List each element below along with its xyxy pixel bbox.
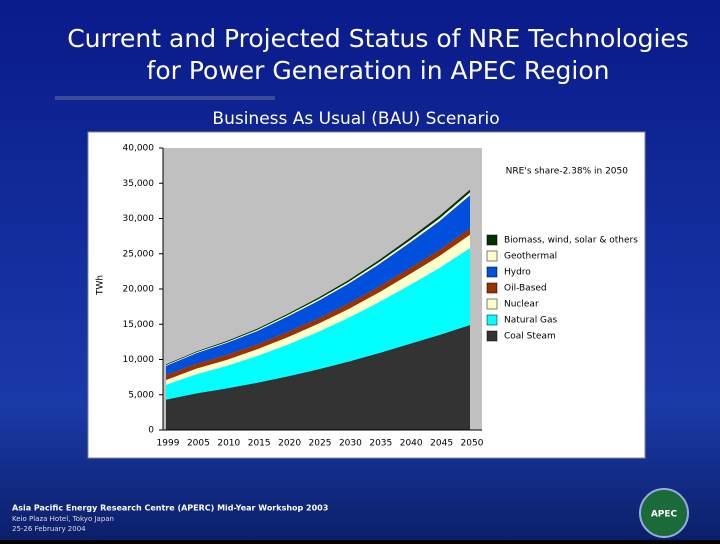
legend-swatch	[486, 266, 498, 278]
y-tick-label: 40,000	[123, 144, 155, 154]
legend-label: Geothermal	[504, 252, 557, 262]
annotation: NRE's share-2.38% in 2050	[506, 167, 629, 177]
x-tick-label: 1999	[157, 439, 180, 449]
area	[166, 248, 470, 400]
subtitle: Business As Usual (BAU) Scenario	[212, 109, 499, 129]
area	[166, 195, 470, 376]
x-tick-label: 2050	[461, 439, 484, 449]
legend-label: Coal Steam	[504, 332, 556, 342]
legend-label: Biomass, wind, solar & others	[504, 236, 638, 246]
logo	[639, 488, 689, 538]
y-tick-label: 25,000	[123, 249, 155, 259]
y-tick-label: 15,000	[123, 320, 155, 330]
legend-label: Oil-Based	[504, 284, 547, 294]
footer: 25-26 February 2004	[12, 525, 86, 533]
x-tick-label: 2030	[339, 439, 362, 449]
y-tick-label: 20,000	[123, 285, 155, 295]
title: for Power Generation in APEC Region	[147, 56, 610, 85]
legend-swatch	[486, 250, 498, 262]
legend-swatch	[486, 314, 498, 326]
footer: Asia Pacific Energy Research Centre (APE…	[12, 504, 328, 513]
area	[166, 324, 470, 430]
y-tick-label: 10,000	[123, 355, 155, 365]
x-tick-label: 2005	[187, 439, 210, 449]
legend-label: Natural Gas	[504, 316, 558, 326]
legend-swatch	[486, 234, 498, 246]
decor-bar	[55, 96, 275, 100]
y-tick-label: 35,000	[123, 179, 155, 189]
x-tick-label: 2025	[309, 439, 332, 449]
y-tick-label: 0	[148, 426, 154, 436]
y-tick-label: 30,000	[123, 214, 155, 224]
x-tick-label: 2015	[248, 439, 271, 449]
y-axis-label: TWh	[96, 275, 106, 296]
y-tick-label: 5,000	[128, 390, 154, 400]
legend-label: Hydro	[504, 268, 531, 278]
title: Current and Projected Status of NRE Tech…	[67, 24, 689, 53]
area	[166, 228, 470, 380]
x-tick-label: 2020	[278, 439, 301, 449]
legend-label: Nuclear	[504, 300, 539, 310]
logo-text: APEC	[651, 510, 678, 520]
area	[166, 234, 470, 385]
legend-swatch	[486, 282, 498, 294]
x-tick-label: 2040	[400, 439, 423, 449]
x-tick-label: 2010	[217, 439, 240, 449]
x-tick-label: 2045	[430, 439, 453, 449]
legend-swatch	[486, 330, 498, 342]
legend-swatch	[486, 298, 498, 310]
footer: Keio Plaza Hotel, Tokyo Japan	[12, 515, 114, 523]
x-tick-label: 2035	[369, 439, 392, 449]
